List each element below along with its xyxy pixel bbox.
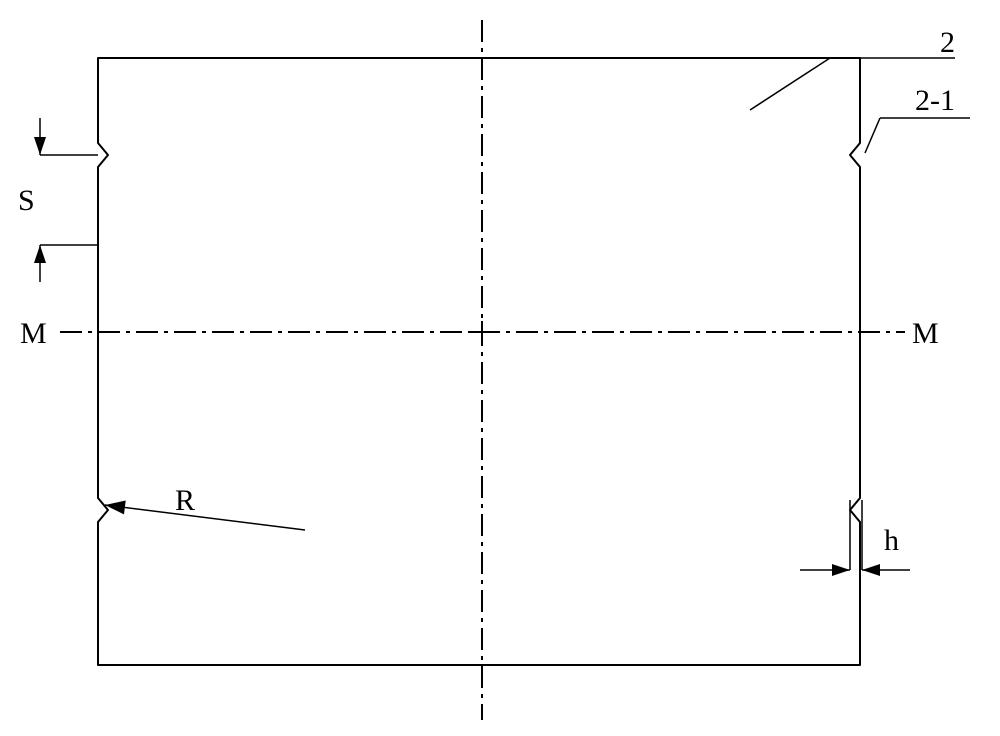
label-M-right: M [912,317,939,350]
dim-S-label: S [18,184,35,217]
dim-h-label: h [884,524,899,557]
leader-2-1-label: 2-1 [915,84,955,117]
label-M-left: M [20,317,47,350]
leader-2-label: 2 [940,26,955,59]
leader-R-label: R [175,484,195,517]
